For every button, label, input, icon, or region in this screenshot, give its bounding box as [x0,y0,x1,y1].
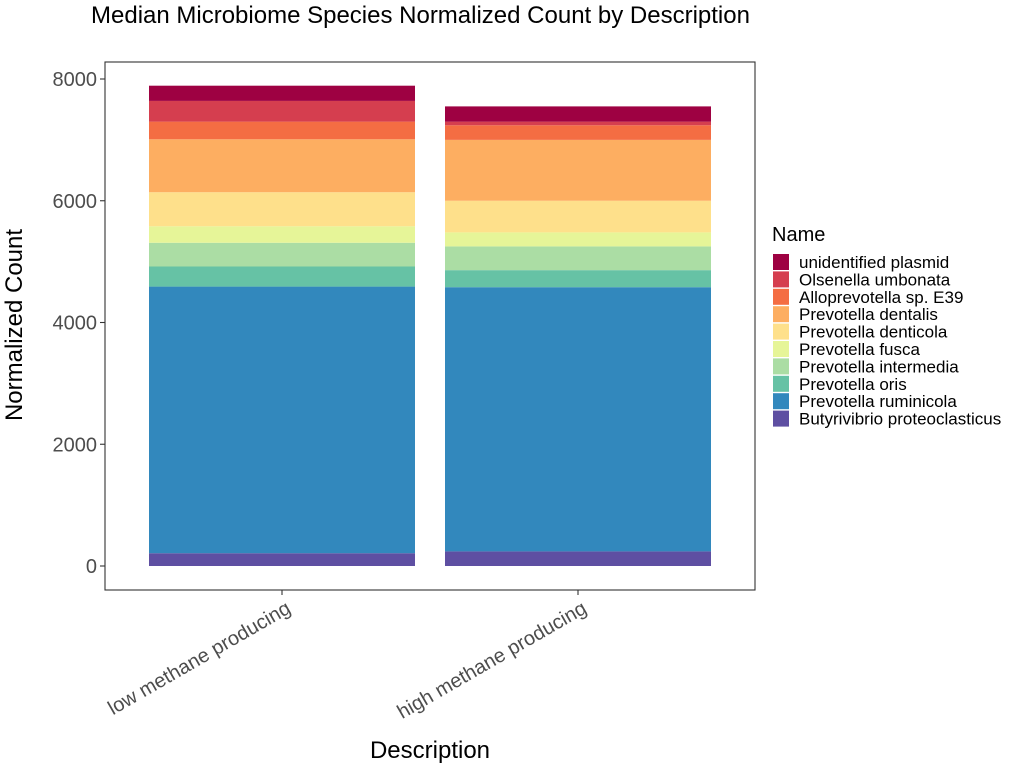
legend-title: Name [772,224,825,246]
y-axis: 0 2000 4000 6000 8000 [53,69,105,578]
x-axis: low methane producing high methane produc… [104,590,591,724]
legend-swatch [773,288,789,305]
bar-segment [149,192,415,227]
bar-segment [445,106,711,122]
bar-segment [149,121,415,140]
bar-segment [445,287,711,552]
y-axis-title: Normalized Count [1,229,28,421]
legend-label: Olsenella umbonata [799,270,951,289]
legend-swatch [773,323,789,340]
y-tick-label: 6000 [53,191,98,213]
legend-swatch [773,254,789,270]
legend-label: Alloprevotella sp. E39 [799,288,963,307]
bar-segment [445,270,711,288]
bar-segment [149,100,415,122]
legend-swatch [773,358,789,375]
plot-area [104,61,756,591]
bar-segment [149,286,415,554]
legend-label: Prevotella denticola [799,323,948,342]
y-tick-label: 4000 [53,313,98,335]
x-tick-label: high methane producing [394,597,591,723]
bar-segment [445,246,711,271]
legend-swatch [773,410,789,427]
x-tick-label: low methane producing [104,597,294,719]
panel-border [104,61,756,591]
legend-label: Prevotella intermedia [799,357,959,376]
bar-segment [445,200,711,233]
legend-swatch [773,306,789,323]
bar-segment [149,242,415,267]
y-tick-label: 8000 [53,69,98,91]
bar-segment [445,551,711,566]
legend-label: Butyrivibrio proteoclasticus [799,410,1001,429]
bar-segment [445,232,711,247]
bar-segment [149,139,415,193]
bar-segment [445,139,711,201]
legend-label: Prevotella fusca [799,340,920,359]
bar-segment [445,121,711,126]
bar-segment [149,266,415,287]
legend-swatch [773,393,789,410]
y-tick-label: 2000 [53,434,98,456]
legend-label: Prevotella ruminicola [799,392,957,411]
bar-segment [149,85,415,101]
x-axis-title: Description [370,737,490,764]
legend-label: Prevotella dentalis [799,305,938,324]
legend-swatch [773,271,789,288]
bar-segment [445,125,711,140]
legend-swatch [773,341,789,357]
bar-segment [149,226,415,243]
legend-label: Prevotella oris [799,375,907,394]
chart-title: Median Microbiome Species Normalized Cou… [91,2,750,29]
bar-segment [149,553,415,566]
legend-swatch [773,375,789,392]
legend-label: unidentified plasmid [799,253,949,272]
y-tick-label: 0 [86,556,97,578]
